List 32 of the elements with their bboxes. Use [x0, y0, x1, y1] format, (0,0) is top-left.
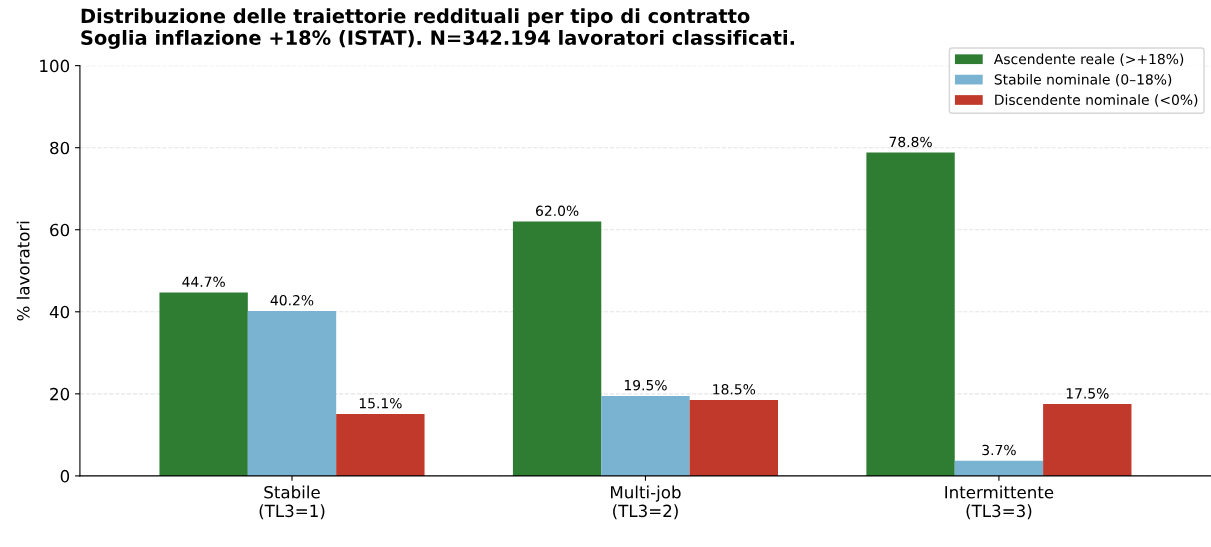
- data-label: 18.5%: [713, 384, 756, 395]
- y-tick-label: 20: [50, 387, 70, 401]
- y-tick-label: 80: [50, 141, 70, 155]
- data-label: 44.7%: [182, 276, 225, 288]
- bar: [954, 460, 1044, 476]
- data-label: 17.5%: [1066, 388, 1109, 399]
- bar: [601, 395, 690, 476]
- y-tick-label: 40: [49, 305, 70, 319]
- bar: [159, 292, 248, 476]
- y-tick-label: 100: [40, 59, 70, 73]
- legend-label: Ascendente reale (>+18%): [993, 53, 1184, 66]
- bar: [866, 152, 955, 476]
- data-label: 78.8%: [889, 136, 932, 148]
- x-tick-label: Stabile (TL3=1): [259, 485, 325, 520]
- chart-title: Distribuzione delle traiettorie reddituali per tipo di contratto Soglia inflazione +18% (ISTAT). N=342.194 lavoratori classificati.: [81, 8, 795, 49]
- bar: [689, 399, 779, 476]
- legend-label: Discendente nominale (<0%): [995, 94, 1198, 107]
- y-axis-title: % lavoratori: [16, 221, 30, 321]
- y-tick-label: 60: [50, 223, 70, 237]
- data-label: 15.1%: [359, 397, 402, 409]
- bar: [1043, 404, 1132, 476]
- bar: [512, 221, 602, 476]
- x-tick-label: Multi-job (TL3=2): [611, 485, 681, 520]
- data-label: 62.0%: [536, 205, 579, 217]
- bar: [336, 413, 425, 476]
- x-tick-label: Intermittente (TL3=3): [945, 485, 1054, 520]
- bar: [247, 310, 337, 476]
- data-label: 3.7%: [982, 444, 1016, 456]
- data-label: 19.5%: [624, 379, 667, 391]
- data-label: 40.2%: [270, 295, 314, 306]
- y-tick-label: 0: [60, 469, 70, 483]
- legend-label: Stabile nominale (0–18%): [994, 73, 1172, 87]
